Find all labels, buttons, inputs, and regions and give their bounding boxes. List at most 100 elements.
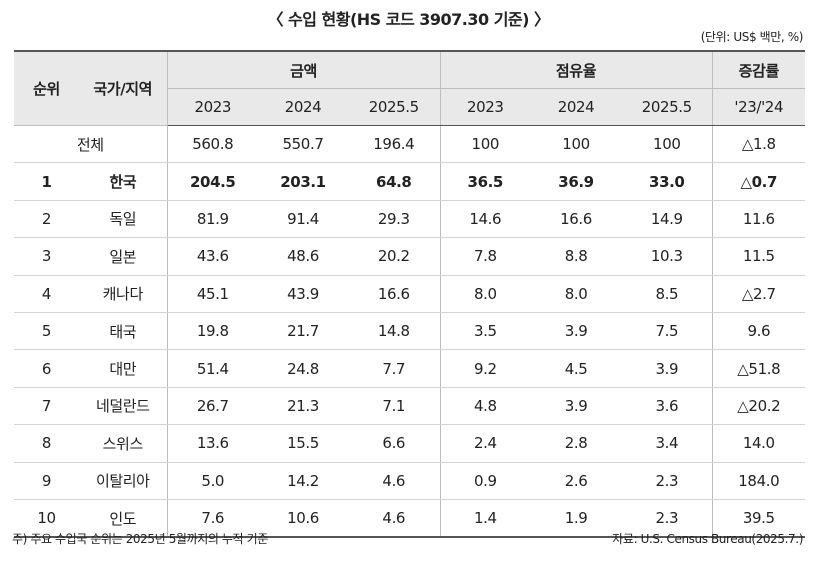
amount-cell: 15.5: [258, 424, 348, 463]
share-cell: 3.4: [622, 424, 713, 463]
header-amount-year: 2025.5: [348, 88, 441, 126]
share-cell: 7.8: [439, 237, 531, 276]
growth-cell: △0.7: [711, 162, 806, 201]
rank-cell: 1: [14, 162, 79, 201]
amount-cell: 14.2: [258, 462, 348, 500]
share-cell: 8.0: [530, 275, 623, 313]
table-row: 10 인도 7.6 10.6 4.6 1.4 1.9 2.3 39.5: [14, 499, 806, 539]
share-cell: 3.9: [530, 312, 623, 351]
table-row: 2 독일 81.9 91.4 29.3 14.6 16.6 14.9 11.6: [14, 200, 806, 239]
share-cell: 7.5: [622, 312, 713, 351]
table-row: 9 이탈리아 5.0 14.2 4.6 0.9 2.6 2.3 184.0: [14, 462, 806, 500]
amount-cell: 5.0: [166, 462, 258, 500]
header-amount-year: 2024: [258, 88, 348, 126]
table-row: 5 태국 19.8 21.7 14.8 3.5 3.9 7.5 9.6: [14, 312, 806, 351]
rank-cell: 8: [14, 424, 79, 463]
header-share-year: 2024: [530, 88, 623, 126]
share-cell: 8.5: [622, 275, 713, 313]
rank-cell: 7: [14, 387, 79, 426]
table-row: 4 캐나다 45.1 43.9 16.6 8.0 8.0 8.5 △2.7: [14, 275, 806, 313]
share-cell: 3.5: [439, 312, 531, 351]
import-table: 순위 국가/지역 금액 점유율 증감률 2023 2024 2025.5 202…: [14, 50, 806, 539]
share-cell: 1.9: [530, 499, 623, 539]
rank-cell: 10: [14, 499, 79, 539]
unit-note: (단위: US$ 백만, %): [700, 30, 804, 44]
rank-cell: 9: [14, 462, 79, 500]
footnote: 주) 주요 수입국 순위는 2025년 5월까지의 누적 기준: [12, 532, 268, 546]
share-cell: 2.8: [530, 424, 623, 463]
share-cell: 9.2: [439, 349, 531, 388]
header-share-year: 2023: [439, 88, 531, 126]
country-cell: 독일: [79, 200, 167, 239]
share-cell: 8.8: [530, 237, 623, 276]
share-cell: 2.3: [622, 462, 713, 500]
rank-cell: 4: [14, 275, 79, 313]
header-share-year: 2025.5: [622, 88, 713, 126]
source-note: 자료: U.S. Census Bureau(2025.7.): [612, 532, 803, 546]
country-cell: 한국: [79, 162, 167, 201]
growth-cell: 11.5: [711, 237, 806, 276]
share-cell: 8.0: [439, 275, 531, 313]
amount-cell: 81.9: [166, 200, 258, 239]
amount-cell: 29.3: [348, 200, 441, 239]
growth-cell: 11.6: [711, 200, 806, 239]
growth-cell: △51.8: [711, 349, 806, 388]
amount-cell: 7.1: [348, 387, 441, 426]
share-cell: 2.4: [439, 424, 531, 463]
amount-cell: 7.7: [348, 349, 441, 388]
amount-cell: 204.5: [166, 162, 258, 201]
amount-cell: 19.8: [166, 312, 258, 351]
amount-cell: 6.6: [348, 424, 441, 463]
share-cell: 3.9: [622, 349, 713, 388]
amount-cell: 26.7: [166, 387, 258, 426]
share-cell: 4.5: [530, 349, 623, 388]
growth-cell: △2.7: [711, 275, 806, 313]
country-cell: 일본: [79, 237, 167, 276]
share-cell: 2.3: [622, 499, 713, 539]
amount-cell: 7.6: [166, 499, 258, 539]
growth-cell: △1.8: [711, 125, 806, 164]
growth-cell: 184.0: [711, 462, 806, 500]
amount-cell: 43.9: [258, 275, 348, 313]
amount-cell: 24.8: [258, 349, 348, 388]
country-cell: 인도: [79, 499, 167, 539]
rank-cell: 2: [14, 200, 79, 239]
header-amount-group: 금액: [166, 50, 441, 89]
table-row: 전체 560.8 550.7 196.4 100 100 100 △1.8: [14, 125, 806, 164]
rank-cell: 5: [14, 312, 79, 351]
amount-cell: 16.6: [348, 275, 441, 313]
share-cell: 3.6: [622, 387, 713, 426]
amount-cell: 64.8: [348, 162, 441, 201]
amount-cell: 550.7: [258, 125, 348, 164]
amount-cell: 20.2: [348, 237, 441, 276]
share-cell: 36.5: [439, 162, 531, 201]
growth-cell: △20.2: [711, 387, 806, 426]
rank-cell: 3: [14, 237, 79, 276]
country-cell: 대만: [79, 349, 167, 388]
header-growth-period: '23/'24: [711, 88, 806, 126]
amount-cell: 45.1: [166, 275, 258, 313]
amount-cell: 4.6: [348, 462, 441, 500]
amount-cell: 21.3: [258, 387, 348, 426]
table-row: 8 스위스 13.6 15.5 6.6 2.4 2.8 3.4 14.0: [14, 424, 806, 463]
share-cell: 1.4: [439, 499, 531, 539]
amount-cell: 14.8: [348, 312, 441, 351]
amount-cell: 13.6: [166, 424, 258, 463]
share-cell: 0.9: [439, 462, 531, 500]
share-cell: 2.6: [530, 462, 623, 500]
table-row: 1 한국 204.5 203.1 64.8 36.5 36.9 33.0 △0.7: [14, 162, 806, 201]
header-amount-year: 2023: [166, 88, 258, 126]
amount-cell: 4.6: [348, 499, 441, 539]
amount-cell: 21.7: [258, 312, 348, 351]
share-cell: 4.8: [439, 387, 531, 426]
amount-cell: 43.6: [166, 237, 258, 276]
growth-cell: 39.5: [711, 499, 806, 539]
share-cell: 100: [439, 125, 531, 164]
country-cell: 전체: [14, 125, 167, 164]
rank-cell: 6: [14, 349, 79, 388]
share-cell: 33.0: [622, 162, 713, 201]
share-cell: 100: [622, 125, 713, 164]
country-cell: 스위스: [79, 424, 167, 463]
growth-cell: 14.0: [711, 424, 806, 463]
amount-cell: 203.1: [258, 162, 348, 201]
